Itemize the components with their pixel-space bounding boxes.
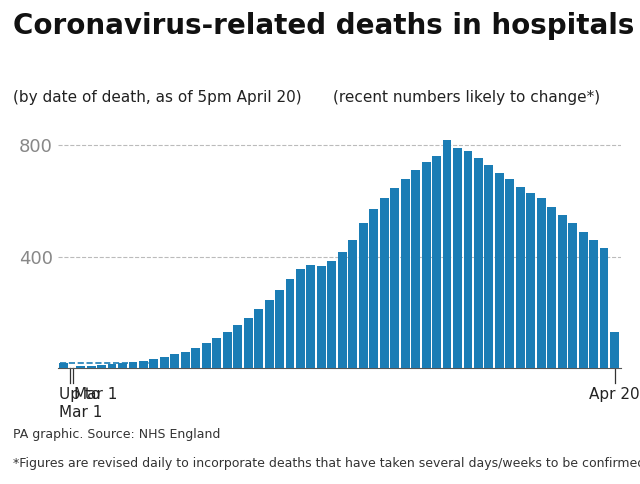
Text: PA graphic. Source: NHS England: PA graphic. Source: NHS England (13, 428, 220, 441)
Bar (526, 193, 535, 368)
Bar (380, 198, 388, 368)
Text: Coronavirus-related deaths in hospitals in England: Coronavirus-related deaths in hospitals … (13, 12, 640, 40)
Bar (275, 290, 284, 368)
Bar (118, 363, 127, 368)
Text: (by date of death, as of 5pm April 20): (by date of death, as of 5pm April 20) (13, 90, 301, 105)
Bar (432, 156, 441, 368)
Bar (181, 352, 190, 368)
Bar (568, 223, 577, 368)
Bar (484, 165, 493, 368)
Bar (443, 140, 451, 368)
Bar (610, 332, 619, 368)
Bar (296, 269, 305, 368)
Bar (557, 215, 566, 368)
Text: (recent numbers likely to change*): (recent numbers likely to change*) (333, 90, 600, 105)
Bar (86, 365, 95, 368)
Bar (495, 173, 504, 368)
Text: Up to
Mar 1: Up to Mar 1 (59, 387, 102, 420)
Bar (411, 170, 420, 368)
Bar (589, 240, 598, 368)
Bar (212, 338, 221, 368)
Bar (600, 248, 609, 368)
Bar (369, 209, 378, 368)
Bar (348, 240, 357, 368)
Bar (150, 359, 158, 368)
Bar (317, 266, 326, 368)
Bar (453, 148, 462, 368)
Bar (390, 188, 399, 368)
Bar (254, 309, 263, 368)
Bar (579, 231, 588, 368)
Bar (359, 223, 368, 368)
Bar (506, 179, 515, 368)
Bar (160, 357, 169, 368)
Bar (328, 261, 337, 368)
Bar (202, 343, 211, 368)
Bar (76, 366, 85, 368)
Text: Apr 20: Apr 20 (589, 387, 640, 402)
Bar (264, 300, 273, 368)
Bar (129, 362, 138, 368)
Bar (97, 364, 106, 368)
Bar (547, 207, 556, 368)
Bar (474, 158, 483, 368)
Bar (244, 318, 253, 368)
Bar (108, 364, 116, 368)
Bar (422, 162, 431, 368)
Bar (223, 332, 232, 368)
Bar (463, 151, 472, 368)
Bar (338, 252, 347, 368)
Bar (516, 187, 525, 368)
Text: Mar 1: Mar 1 (74, 387, 117, 402)
Bar (191, 348, 200, 368)
Bar (401, 179, 410, 368)
Bar (60, 363, 68, 368)
Bar (139, 361, 148, 368)
Bar (233, 325, 242, 368)
Bar (307, 265, 316, 368)
Bar (537, 198, 546, 368)
Text: *Figures are revised daily to incorporate deaths that have taken several days/we: *Figures are revised daily to incorporat… (13, 457, 640, 470)
Bar (285, 279, 294, 368)
Bar (170, 354, 179, 368)
